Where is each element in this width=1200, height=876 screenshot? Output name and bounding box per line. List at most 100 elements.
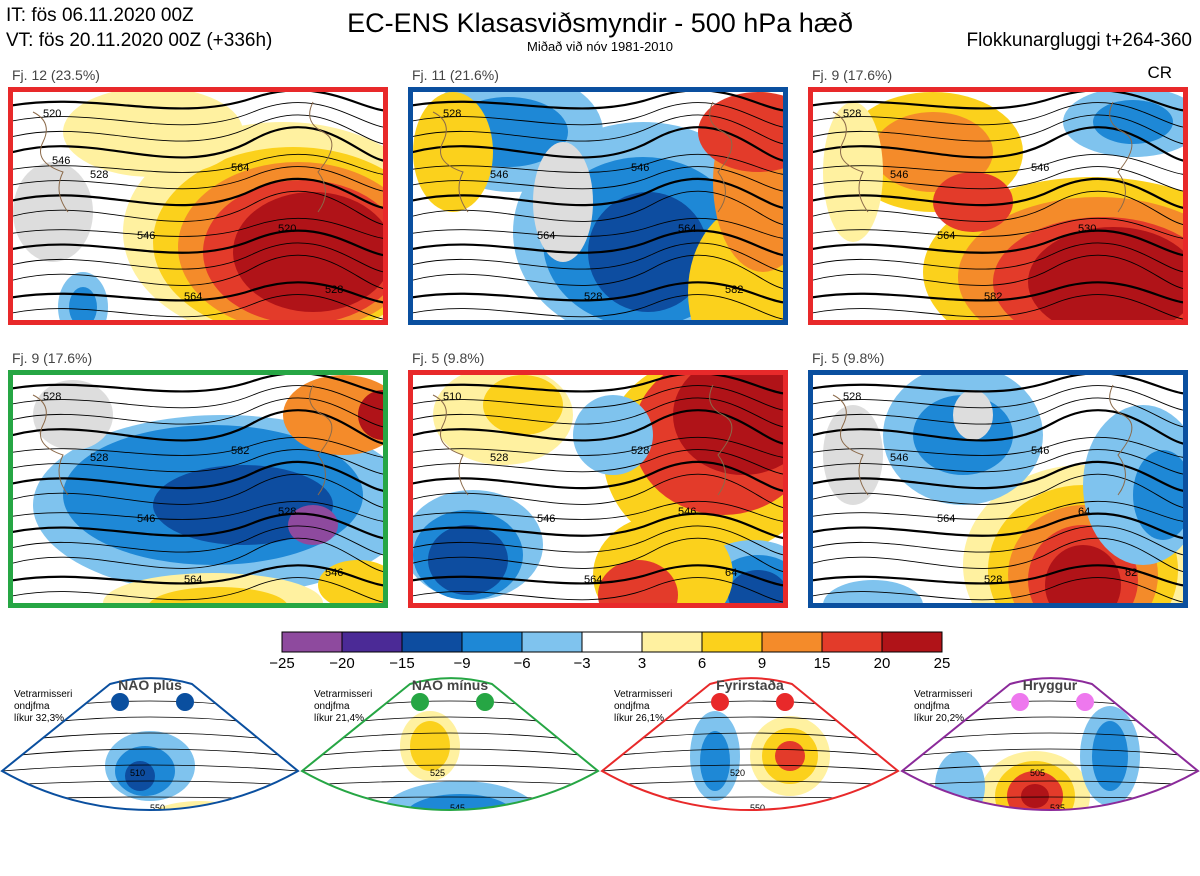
height-contour (13, 409, 383, 445)
contour-label: 546 (490, 169, 508, 181)
regime-note-line: ondjfma (14, 701, 50, 712)
height-contour (813, 449, 1183, 475)
height-contour (813, 500, 1183, 522)
height-contour (413, 564, 783, 587)
valid-time: VT: fös 20.11.2020 00Z (+336h) (6, 30, 273, 51)
colorbar-segment (881, 631, 943, 653)
colorbar-tick-label: −15 (389, 655, 415, 672)
anomaly-shading (380, 781, 540, 811)
height-contour (413, 537, 783, 572)
height-contour (413, 500, 783, 522)
regime-fan: 510 550 (0, 677, 300, 829)
regime-fan: 525 545 565 (300, 677, 600, 829)
contour-label: 528 (90, 169, 108, 181)
height-contour (13, 126, 383, 162)
contour-label: 528 (43, 391, 61, 403)
regime-marker-dot (1011, 693, 1029, 711)
height-contour (13, 92, 383, 112)
cluster-map-svg: 528 528 546 564 582 528 546 (13, 375, 383, 603)
coastline (1109, 101, 1133, 213)
coastline (709, 384, 733, 496)
contour-label: 560 (1030, 838, 1045, 848)
colorbar-tick-label: 25 (933, 655, 951, 672)
colorbar-segment (761, 631, 823, 653)
anomaly-shading (288, 505, 338, 545)
height-contour (413, 460, 783, 492)
contour-label: 520 (278, 223, 296, 235)
contour-label: 505 (1030, 768, 1045, 778)
contour-label: 546 (137, 513, 155, 525)
contour-label: 550 (750, 803, 765, 813)
regime-marker-dot (711, 693, 729, 711)
anomaly-shading (698, 92, 783, 172)
height-contour (600, 842, 900, 845)
height-contour (813, 217, 1183, 239)
cluster-label: Fj. 5 (9.8%) (812, 350, 885, 366)
contour-label: 564 (231, 162, 249, 174)
regime-note-line: líkur 21,4% (314, 713, 365, 724)
contour-label: 550 (150, 803, 165, 813)
height-contour (413, 242, 783, 273)
height-contour (413, 92, 783, 112)
height-contour (13, 281, 383, 304)
height-contour (813, 537, 1183, 572)
regime-name: Hryggur (1022, 677, 1078, 693)
code-label: CR (1147, 63, 1172, 82)
contour-label: 82 (1125, 567, 1137, 579)
contour-label: 530 (1078, 223, 1096, 235)
regime-fan: 520 550 560 (600, 677, 900, 845)
cluster-label: Fj. 11 (21.6%) (412, 67, 499, 83)
colorbar-segment (461, 631, 523, 653)
height-contour (300, 828, 600, 829)
colorbar-tick-label: 15 (813, 655, 831, 672)
regime-note-line: Vetrarmisseri (914, 689, 973, 700)
regime-panel: 510 550 (0, 676, 300, 876)
height-contour (813, 473, 1183, 508)
regime-frame (0, 677, 300, 812)
height-contour (413, 153, 783, 175)
page-subtitle: Miðað við nóv 1981-2010 (527, 39, 673, 54)
height-contour (0, 828, 300, 829)
height-contour (813, 409, 1183, 445)
colorbar-segment (401, 631, 463, 653)
height-contour (2, 780, 298, 787)
contour-label: 582 (725, 284, 743, 296)
height-contour (413, 294, 783, 320)
height-contour (813, 436, 1183, 458)
colorbar-segment (821, 631, 883, 653)
height-contour (813, 102, 1183, 128)
height-contour (413, 385, 783, 411)
height-contour (13, 217, 383, 239)
classification-window: Flokkunargluggi t+264-360 (966, 30, 1192, 51)
contour-label: 528 (278, 506, 296, 518)
height-contour (813, 281, 1183, 304)
regime-frame (300, 677, 600, 812)
contour-label: 564 (678, 223, 696, 235)
height-contour (13, 500, 383, 522)
regime-note-line: ondjfma (614, 701, 650, 712)
contour-label: 546 (1031, 162, 1049, 174)
height-contour (813, 525, 1183, 556)
height-contour (2, 748, 298, 759)
height-contour (813, 460, 1183, 492)
regime-panel: 525 545 565 (300, 676, 600, 876)
height-contour (813, 254, 1183, 289)
height-contour (813, 512, 1183, 540)
regime-note: Vetrarmisseri ondjfma líkur 26,1% (614, 689, 672, 725)
regime-note-line: Vetrarmisseri (14, 689, 73, 700)
height-contour (413, 114, 783, 145)
contour-label: 528 (443, 108, 461, 120)
height-contour (413, 254, 783, 289)
anomaly-shading (775, 741, 805, 771)
height-contour (13, 375, 383, 395)
height-contour (13, 577, 383, 603)
colorbar (281, 631, 943, 653)
colorbar-segment (581, 631, 643, 653)
height-contour (13, 242, 383, 273)
regime-note-line: líkur 32,3% (14, 713, 65, 724)
anomaly-shading (405, 794, 515, 811)
contour-label: 564 (937, 230, 955, 242)
coastline (832, 111, 869, 213)
regime-note-line: ondjfma (314, 701, 350, 712)
height-contour (813, 177, 1183, 209)
